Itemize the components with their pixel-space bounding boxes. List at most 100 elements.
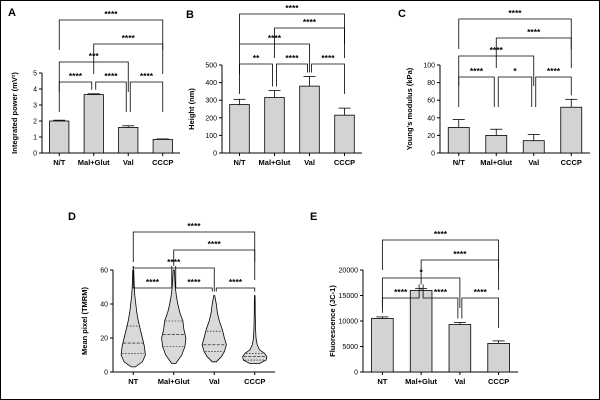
significance-bracket	[535, 76, 572, 107]
significance-bracket	[132, 231, 256, 262]
y-tick-label: 0	[354, 370, 358, 377]
significance-label: ****	[321, 53, 335, 63]
significance-label: ****	[208, 239, 222, 249]
y-tick-label: 100	[205, 133, 217, 140]
y-tick-label: 60	[427, 98, 435, 105]
y-tick-label: 0	[213, 151, 217, 158]
significance-label: ****	[303, 17, 317, 27]
x-tick-label: CCCP	[152, 158, 173, 167]
x-tick-label: Mal+Glut	[480, 158, 512, 167]
bar-N/T	[49, 120, 70, 154]
y-tick-label: 20000	[339, 268, 359, 275]
significance-label: ****	[167, 257, 181, 267]
bar-Val	[118, 127, 139, 154]
significance-label: ****	[474, 287, 488, 297]
x-tick-label: CCCP	[561, 158, 582, 167]
significance-label: ****	[187, 221, 201, 231]
significance-label: ****	[146, 277, 160, 287]
x-tick-label: CCCP	[244, 377, 265, 386]
y-tick-label: 20	[100, 336, 108, 343]
significance-bracket	[58, 19, 164, 50]
significance-bracket	[58, 61, 129, 92]
significance-bracket	[381, 239, 500, 270]
significance-bracket	[458, 55, 535, 86]
significance-label: ****	[508, 8, 522, 18]
y-tick-label: 3	[33, 103, 37, 110]
y-tick-label: 500	[205, 63, 217, 70]
significance-bracket	[215, 287, 256, 292]
violin-CCCP	[242, 295, 268, 364]
bar-Mal+Glut	[409, 289, 433, 373]
significance-label: ****	[470, 66, 484, 76]
significance-bracket	[381, 277, 461, 308]
significance-bracket	[420, 259, 500, 290]
x-tick-label: CCCP	[334, 158, 355, 167]
significance-label: *	[513, 66, 517, 76]
x-tick-label: Mal+Glut	[259, 158, 291, 167]
x-tick-label: CCCP	[488, 377, 509, 386]
y-axis-label: Integrated power (mV²)	[10, 72, 19, 154]
significance-label: ****	[285, 53, 299, 63]
y-axis-label: Fluorescence (JC-1)	[328, 285, 337, 357]
y-axis-label: Mean pixel (TMRM)	[80, 287, 89, 355]
significance-label: ****	[104, 9, 118, 19]
x-tick-label: Val	[304, 158, 315, 167]
bar-NT	[371, 318, 394, 373]
significance-bracket	[381, 284, 420, 313]
significance-label: ****	[104, 71, 118, 81]
significance-label: ****	[394, 287, 408, 297]
y-tick-label: 40	[427, 115, 435, 122]
bar-Mal+Glut	[83, 94, 104, 154]
significance-label: *	[419, 267, 423, 277]
bar-CCCP	[560, 106, 583, 154]
y-tick-label: 4	[33, 87, 37, 94]
y-tick-label: 10000	[339, 319, 359, 326]
significance-bracket	[129, 81, 164, 112]
x-tick-label: N/T	[233, 158, 246, 167]
y-tick-label: 20	[427, 133, 435, 140]
significance-bracket	[458, 76, 495, 107]
significance-label: ****	[453, 249, 467, 259]
significance-bracket	[311, 63, 345, 94]
x-tick-label: Val	[209, 377, 220, 386]
y-tick-label: 2	[33, 119, 37, 126]
bar-Mal+Glut	[485, 134, 508, 154]
x-tick-label: N/T	[453, 158, 466, 167]
significance-label: ****	[434, 229, 448, 239]
significance-bracket	[132, 266, 173, 289]
panel-label-D: D	[68, 211, 76, 223]
significance-bracket	[422, 284, 459, 319]
y-tick-label: 0	[33, 151, 37, 158]
significance-label: ****	[285, 3, 299, 13]
y-axis-label: Young's modulus (kPa)	[405, 67, 414, 150]
panel-label-B: B	[186, 9, 194, 21]
significance-label: ****	[490, 45, 504, 55]
x-tick-label: Mal+Glut	[405, 377, 437, 386]
bar-Val	[299, 85, 320, 154]
y-tick-label: 15000	[339, 293, 359, 300]
significance-label: ***	[89, 51, 100, 61]
bar-CCCP	[152, 138, 173, 154]
y-tick-label: 5000	[342, 344, 358, 351]
significance-bracket	[95, 81, 127, 112]
y-tick-label: 400	[205, 80, 217, 87]
y-tick-label: 0	[431, 151, 435, 158]
y-tick-label: 80	[427, 80, 435, 87]
y-tick-label: 200	[205, 115, 217, 122]
bar-Val	[448, 324, 472, 373]
bar-CCCP	[334, 114, 355, 154]
x-tick-label: NT	[128, 377, 138, 386]
x-tick-label: Val	[528, 158, 539, 167]
significance-label: ****	[527, 27, 541, 37]
significance-bracket	[175, 266, 213, 292]
significance-bracket	[93, 43, 164, 74]
x-tick-label: Mal+Glut	[158, 377, 190, 386]
violin-Val	[201, 295, 227, 363]
y-tick-label: 300	[205, 98, 217, 105]
significance-bracket	[58, 81, 93, 112]
significance-bracket	[458, 18, 572, 49]
bar-N/T	[229, 104, 250, 154]
bar-Val	[522, 140, 545, 154]
significance-label: ****	[122, 33, 136, 43]
significance-label: ****	[434, 287, 448, 297]
